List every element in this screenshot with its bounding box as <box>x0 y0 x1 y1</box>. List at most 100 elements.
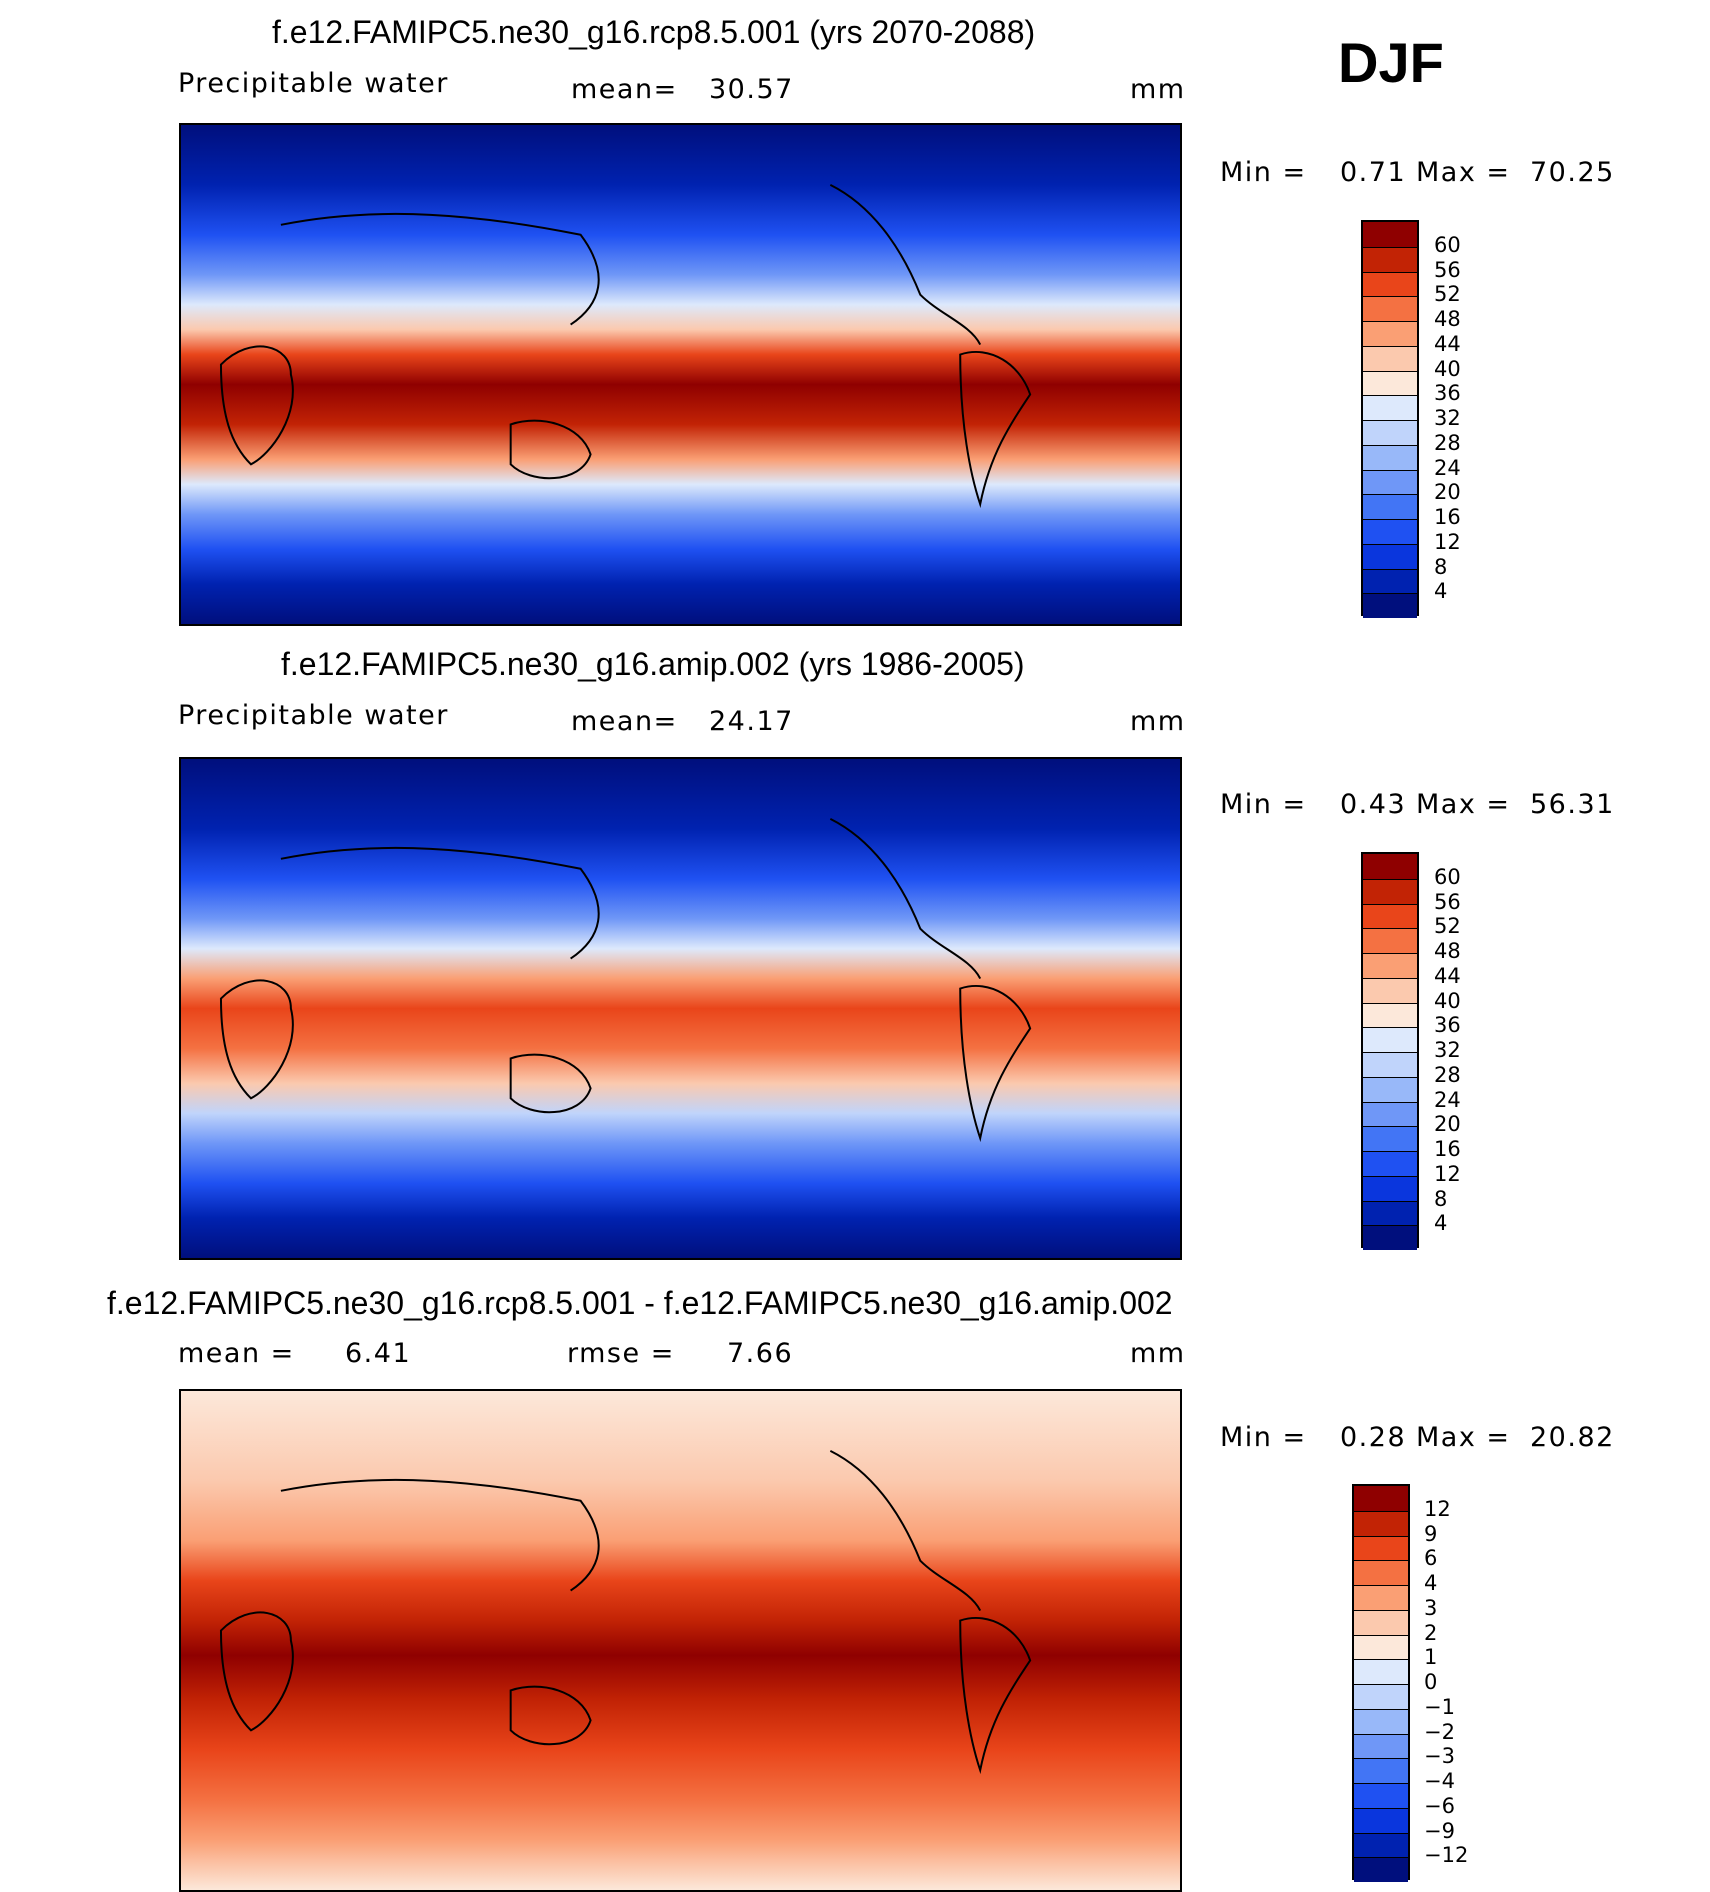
map-field <box>181 1391 1180 1890</box>
coastlines <box>219 183 1032 509</box>
mean-label: mean = <box>178 1338 295 1369</box>
colorbar-tick-label: 40 <box>1434 356 1461 381</box>
min-value: 0.28 <box>1340 1422 1407 1453</box>
colorbar-segment <box>1363 854 1417 879</box>
colorbar-tick-label: 60 <box>1434 232 1461 257</box>
colorbar-segment <box>1354 1857 1408 1882</box>
rmse-value: 7.66 <box>727 1338 794 1369</box>
colorbar-segment <box>1354 1510 1408 1536</box>
colorbar-tick-label: 4 <box>1434 579 1448 604</box>
mean-value: 6.41 <box>345 1338 412 1369</box>
units-label: mm <box>1130 706 1186 737</box>
colorbar-tick-label: 3 <box>1424 1595 1438 1620</box>
colorbar-segment <box>1363 953 1417 978</box>
colorbar-tick-label: 52 <box>1434 282 1461 307</box>
panel-title: f.e12.FAMIPC5.ne30_g16.rcp8.5.001 - f.e1… <box>107 1285 1173 1321</box>
map-field <box>181 125 1180 624</box>
colorbar-segment <box>1363 543 1417 569</box>
colorbar-tick-label: 32 <box>1434 406 1461 430</box>
colorbar-tick-label: 1 <box>1424 1645 1438 1670</box>
colorbar-tick-label: 36 <box>1434 1013 1461 1038</box>
colorbar-tick-label: 2 <box>1424 1620 1438 1645</box>
colorbar-tick-label: −2 <box>1424 1719 1455 1744</box>
mean-value: 30.57 <box>709 74 794 105</box>
colorbar-segment <box>1363 568 1417 594</box>
colorbar-tick-label: 60 <box>1434 864 1461 889</box>
colorbar-segment <box>1354 1585 1408 1610</box>
min-value: 0.43 <box>1340 789 1407 820</box>
colorbar-segment <box>1363 1151 1417 1176</box>
units-label: mm <box>1130 74 1186 105</box>
colorbar-segment <box>1363 321 1417 346</box>
colorbar-tick-label: 48 <box>1434 939 1461 963</box>
colorbar-segment <box>1354 1634 1408 1660</box>
colorbar-tick-label: 28 <box>1434 430 1461 455</box>
colorbar-tick-label: 52 <box>1434 914 1461 939</box>
units-label: mm <box>1130 1338 1186 1369</box>
colorbar-segment <box>1363 1101 1417 1127</box>
colorbar-segment <box>1354 1832 1408 1858</box>
colorbar-difference <box>1352 1484 1410 1882</box>
colorbar-segment <box>1354 1560 1408 1585</box>
colorbar-tick-label: −4 <box>1424 1769 1455 1793</box>
max-label: Max = <box>1416 1422 1511 1453</box>
max-value: 70.25 <box>1530 157 1615 188</box>
variable-label: Precipitable water <box>178 68 449 99</box>
mean-label: mean= <box>571 74 678 105</box>
colorbar-segment <box>1363 370 1417 396</box>
variable-label: Precipitable water <box>178 700 449 731</box>
colorbar-segment <box>1363 519 1417 544</box>
max-label: Max = <box>1416 157 1511 188</box>
colorbar-segment <box>1363 1126 1417 1151</box>
colorbar-tick-label: 8 <box>1434 554 1448 579</box>
colorbar-tick-label: 20 <box>1434 1112 1461 1137</box>
colorbar-tick-label: 4 <box>1424 1571 1438 1595</box>
colorbar-tick-label: 56 <box>1434 257 1461 282</box>
colorbar-tick-label: 12 <box>1434 529 1461 554</box>
colorbar-segment <box>1363 1027 1417 1052</box>
colorbar-tick-label: 8 <box>1434 1186 1448 1211</box>
colorbar-tick-label: 16 <box>1434 1137 1461 1161</box>
colorbar-tick-label: −1 <box>1424 1694 1455 1719</box>
colorbar-segment <box>1363 593 1417 618</box>
panel-title: f.e12.FAMIPC5.ne30_g16.rcp8.5.001 (yrs 2… <box>272 14 1036 50</box>
colorbar-segment <box>1363 246 1417 272</box>
colorbar-tick-label: 24 <box>1434 455 1461 480</box>
colorbar-segment <box>1354 1708 1408 1734</box>
max-value: 20.82 <box>1530 1422 1615 1453</box>
colorbar-tick-label: −6 <box>1424 1793 1455 1818</box>
colorbar-tick-label: 28 <box>1434 1062 1461 1087</box>
colorbar-segment <box>1363 222 1417 247</box>
colorbar-segment <box>1363 1076 1417 1102</box>
season-label: DJF <box>1338 31 1444 94</box>
colorbar-segment <box>1363 1225 1417 1250</box>
colorbar-segment <box>1363 1002 1417 1028</box>
max-value: 56.31 <box>1530 789 1615 820</box>
rmse-label: rmse = <box>567 1338 675 1369</box>
max-label: Max = <box>1416 789 1511 820</box>
colorbar-tick-label: 40 <box>1434 988 1461 1013</box>
colorbar-segment <box>1363 296 1417 321</box>
colorbar-rcp85 <box>1361 220 1419 618</box>
colorbar-segment <box>1363 878 1417 904</box>
colorbar-tick-label: 36 <box>1434 381 1461 406</box>
colorbar-segment <box>1354 1535 1408 1561</box>
colorbar-tick-label: 0 <box>1424 1670 1438 1694</box>
colorbar-segment <box>1363 469 1417 495</box>
colorbar-segment <box>1363 928 1417 953</box>
colorbar-tick-label: 48 <box>1434 307 1461 331</box>
colorbar-tick-label: 4 <box>1434 1211 1448 1236</box>
colorbar-tick-label: 44 <box>1434 331 1461 356</box>
min-label: Min = <box>1220 789 1307 820</box>
colorbar-tick-label: −9 <box>1424 1818 1455 1843</box>
precipitable-water-map-amip <box>179 757 1182 1260</box>
colorbar-segment <box>1363 395 1417 420</box>
colorbar-segment <box>1354 1758 1408 1783</box>
colorbar-segment <box>1363 903 1417 929</box>
colorbar-tick-label: 44 <box>1434 963 1461 988</box>
colorbar-segment <box>1354 1486 1408 1511</box>
coastlines <box>219 817 1032 1143</box>
colorbar-amip <box>1361 852 1419 1250</box>
colorbar-segment <box>1363 1175 1417 1201</box>
min-label: Min = <box>1220 1422 1307 1453</box>
